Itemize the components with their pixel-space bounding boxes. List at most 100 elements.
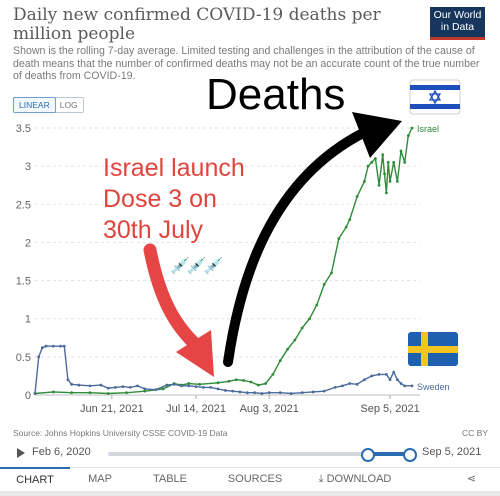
data-point-israel	[388, 180, 392, 183]
data-point-sweden	[143, 387, 147, 391]
data-point-sweden	[370, 374, 374, 378]
data-point-sweden	[399, 382, 403, 385]
data-point-israel	[383, 172, 386, 176]
timeline-start-handle[interactable]	[360, 448, 375, 462]
data-point-sweden	[278, 391, 282, 395]
dose-three-annotation: Israel launch Dose 3 on 30th July	[103, 153, 245, 246]
data-point-sweden	[128, 385, 132, 389]
linear-scale-button[interactable]: LINEAR	[13, 97, 56, 113]
syringe-icon: 💉💉💉	[170, 258, 224, 275]
data-point-sweden	[267, 391, 271, 395]
data-point-sweden	[209, 385, 213, 389]
data-point-israel	[70, 391, 74, 395]
data-point-sweden	[62, 344, 66, 348]
data-point-sweden	[187, 384, 191, 388]
download-label: DOWNLOAD	[326, 473, 392, 485]
tab-bar: CHART MAP TABLE SOURCES ⤓ DOWNLOAD ⋖	[0, 467, 500, 492]
data-point-israel	[125, 391, 128, 395]
data-point-israel	[198, 382, 202, 386]
data-point-israel	[348, 218, 352, 221]
data-point-sweden	[238, 390, 242, 394]
data-point-israel	[363, 180, 366, 183]
data-point-sweden	[33, 392, 37, 395]
timeline-end-date: Sep 5, 2021	[422, 446, 482, 458]
data-point-sweden	[88, 384, 92, 388]
data-point-sweden	[377, 373, 381, 376]
data-point-israel	[271, 373, 275, 376]
data-point-israel	[392, 160, 396, 164]
data-point-sweden	[355, 382, 359, 386]
y-tick-label: 0.5	[16, 352, 31, 364]
timeline: Feb 6, 2020 Sep 5, 2021	[0, 442, 500, 466]
x-tick-label: Jun 21, 2021	[80, 403, 144, 415]
timeline-start-date: Feb 6, 2020	[32, 446, 91, 458]
data-point-sweden	[322, 389, 326, 393]
y-tick-label: 2	[25, 237, 31, 249]
license-label[interactable]: CC BY	[462, 428, 488, 438]
data-point-sweden	[180, 384, 183, 388]
data-point-israel	[406, 134, 410, 138]
scale-toggle[interactable]: LINEAR LOG	[13, 97, 84, 113]
y-tick-label: 3	[25, 161, 31, 173]
timeline-slider[interactable]	[108, 448, 417, 462]
data-point-israel	[278, 359, 282, 363]
series-line-sweden	[34, 345, 412, 395]
line-chart[interactable]: 0 0.5 1 1.5 2 2.5 3 3.5 Jun 21, 2021 Jul 14, 202…	[0, 0, 500, 430]
data-point-sweden	[70, 382, 74, 386]
data-point-israel	[300, 326, 304, 330]
data-point-israel	[373, 157, 377, 160]
data-point-israel	[399, 149, 403, 153]
data-point-sweden	[392, 370, 396, 374]
y-tick-label: 1	[25, 314, 31, 326]
data-point-israel	[337, 237, 341, 241]
data-point-sweden	[165, 383, 169, 387]
log-scale-button[interactable]: LOG	[59, 100, 78, 110]
logo-line-1: Our World	[433, 9, 482, 21]
data-point-israel	[344, 225, 348, 229]
play-icon[interactable]	[17, 448, 25, 458]
x-tick-label: Sep 5, 2021	[360, 403, 419, 415]
timeline-end-handle[interactable]	[403, 448, 417, 462]
data-point-israel	[322, 282, 326, 286]
data-point-sweden	[59, 344, 63, 348]
tab-download[interactable]: ⤓ DOWNLOAD	[300, 468, 410, 492]
data-point-sweden	[260, 392, 264, 395]
data-point-sweden	[121, 385, 125, 389]
data-point-sweden	[154, 388, 158, 392]
data-point-sweden	[37, 355, 41, 359]
data-point-israel	[384, 191, 388, 195]
data-point-israel	[227, 379, 231, 383]
data-point-israel	[370, 160, 374, 164]
data-point-sweden	[384, 373, 388, 376]
data-point-sweden	[51, 344, 55, 348]
y-axis-ticks: 0 0.5 1 1.5 2 2.5 3 3.5	[16, 123, 31, 402]
share-icon[interactable]: ⋖	[466, 473, 476, 485]
data-point-israel	[377, 183, 381, 187]
data-point-israel	[264, 382, 267, 385]
x-tick-label: Aug 3, 2021	[240, 403, 299, 415]
y-tick-label: 0	[25, 390, 31, 402]
data-point-sweden	[388, 378, 392, 382]
data-point-israel	[88, 391, 92, 395]
annotation-line-3: 30th July	[103, 216, 204, 244]
data-point-israel	[187, 382, 191, 385]
tab-sources[interactable]: SOURCES	[227, 473, 283, 485]
data-point-israel	[395, 180, 399, 183]
tab-chart[interactable]: CHART	[0, 467, 70, 492]
data-point-israel	[355, 195, 359, 199]
download-icon: ⤓	[318, 473, 327, 485]
owid-logo[interactable]: Our World in Data	[430, 7, 485, 40]
data-point-israel	[315, 303, 319, 307]
annotation-line-2: Dose 3 on	[103, 185, 217, 213]
data-point-sweden	[194, 385, 198, 389]
data-point-sweden	[201, 385, 205, 389]
data-point-sweden	[77, 383, 81, 387]
tab-table[interactable]: TABLE	[152, 473, 188, 485]
data-point-sweden	[223, 389, 227, 392]
series-label-israel: Israel	[417, 124, 439, 134]
data-point-israel	[249, 380, 253, 384]
tab-map[interactable]: MAP	[88, 473, 112, 485]
source-note[interactable]: Source: Johns Hopkins University CSSE CO…	[13, 428, 228, 438]
x-axis-ticks: Jun 21, 2021 Jul 14, 2021 Aug 3, 2021 Sep 5…	[80, 395, 420, 415]
data-point-israel	[366, 164, 370, 168]
